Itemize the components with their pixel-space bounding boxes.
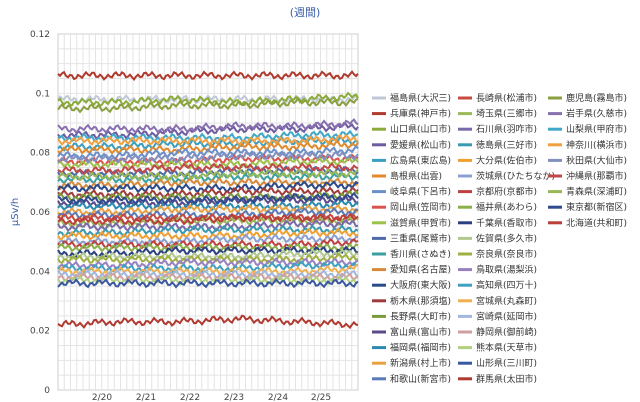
x-tick-label: 2/23 (224, 393, 244, 402)
x-tick-label: 2/25 (311, 393, 331, 402)
series-line (57, 129, 359, 144)
legend-label: 鹿児島(霧島市) (566, 92, 627, 104)
legend-label: 宮城県(丸森町) (476, 295, 537, 307)
legend-label: 山形県(三川町) (476, 357, 537, 369)
series-line (57, 268, 359, 280)
series-line (57, 180, 359, 194)
legend-label: 三重県(尾鷲市) (390, 232, 451, 244)
x-tick-label: 2/22 (180, 393, 200, 402)
series-line (57, 277, 359, 289)
legend-label: 佐賀県(多久市) (476, 232, 537, 244)
legend-label: 大阪府(東大阪) (390, 279, 451, 291)
y-axis-ticks: 0 0.02 0.04 0.06 0.08 0.1 0.12 (30, 30, 50, 396)
y-tick-label: 0.02 (30, 327, 50, 337)
y-tick-label: 0.12 (30, 30, 50, 40)
legend-label: 静岡県(御前崎) (476, 326, 537, 338)
y-axis-label: μSv/h (10, 198, 21, 226)
legend-label: 京都府(京都市) (476, 186, 537, 198)
legend-label: 徳島県(三好市) (476, 139, 537, 151)
legend-label: 富山県(富山市) (390, 326, 451, 338)
series-line (57, 162, 359, 176)
legend-label: 青森県(深浦町) (566, 186, 627, 198)
legend-label: 山口県(山口市) (390, 123, 451, 135)
series-line (57, 233, 359, 247)
series-line (57, 118, 359, 134)
legend-label: 東京都(新宿区) (566, 201, 627, 213)
legend-label: 和歌山(新宮市) (390, 373, 451, 385)
legend-label: 沖縄県(那覇市) (566, 170, 627, 182)
x-tick-label: 2/24 (268, 393, 288, 402)
y-tick-label: 0.04 (30, 267, 50, 277)
y-tick-label: 0 (44, 386, 50, 396)
legend-label: 高知県(四万十) (476, 279, 537, 291)
legend-label: 茨城県(ひたちなか) (476, 170, 555, 182)
x-tick-label: 2/20 (92, 393, 112, 402)
legend-label: 群馬県(太田市) (476, 373, 537, 385)
legend-label: 岐阜県(下呂市) (390, 186, 451, 198)
series-line (57, 133, 359, 147)
legend-label: 宮崎県(延岡市) (476, 310, 537, 322)
legend-label: 長野県(大町市) (390, 310, 451, 322)
series-line (57, 168, 359, 182)
legend-label: 岡山県(笠岡市) (390, 201, 451, 213)
series-line (57, 91, 359, 108)
legend-label: 山梨県(甲府市) (566, 123, 627, 135)
series-line (57, 218, 359, 233)
series-line (57, 314, 359, 330)
legend-label: 滋賀県(甲賀市) (390, 217, 451, 229)
y-tick-label: 0.1 (36, 89, 50, 99)
legend: 福島県(大沢三) 兵庫県(神戸市) 山口県(山口市) 愛媛県(松山市) 広島県(東広島)… (372, 92, 627, 385)
series-line (57, 70, 359, 82)
legend-label: 奈良県(奈良市) (476, 248, 537, 260)
legend-label: 栃木県(那須塩) (390, 295, 451, 307)
legend-label: 長崎県(松浦市) (476, 92, 537, 104)
x-axis-ticks: 2/20 2/21 2/22 2/23 2/24 2/25 (92, 393, 331, 402)
legend-label: 香川県(さぬき) (390, 249, 451, 260)
series-line (57, 245, 359, 259)
legend-label: 石川県(羽咋市) (476, 123, 537, 135)
y-tick-label: 0.08 (30, 149, 50, 159)
legend-label: 大分県(佐伯市) (476, 154, 537, 166)
x-tick-label: 2/21 (136, 393, 156, 402)
series-lines (57, 70, 359, 330)
legend-label: 岩手県(久慈市) (566, 108, 627, 120)
legend-label: 埼玉県(三郷市) (476, 108, 537, 120)
y-tick-label: 0.06 (30, 208, 50, 218)
legend-label: 新潟県(村上市) (390, 357, 451, 369)
legend-label: 鳥取県(湯梨浜) (476, 264, 537, 276)
legend-label: 秋田県(大仙市) (566, 154, 627, 166)
legend-label: 北海道(共和町) (566, 217, 627, 229)
series-line (57, 257, 359, 271)
legend-label: 愛知県(名古屋) (390, 264, 451, 276)
legend-label: 福井県(あわら) (476, 201, 537, 213)
legend-label: 広島県(東広島) (390, 154, 451, 166)
series-line (57, 150, 359, 164)
chart-title: (週間) (290, 6, 321, 19)
series-line (57, 191, 359, 206)
legend-label: 兵庫県(神戸市) (390, 108, 451, 120)
legend-label: 神奈川(横浜市) (566, 139, 627, 151)
legend-label: 福岡県(福岡市) (390, 342, 451, 354)
legend-label: 福島県(大沢三) (390, 92, 451, 104)
series-line (57, 212, 359, 226)
legend-label: 島根県(出雲) (390, 170, 442, 182)
legend-label: 千葉県(香取市) (476, 217, 537, 229)
series-line (57, 96, 359, 114)
legend-label: 愛媛県(松山市) (390, 139, 451, 151)
legend-label: 熊本県(天草市) (476, 342, 537, 354)
